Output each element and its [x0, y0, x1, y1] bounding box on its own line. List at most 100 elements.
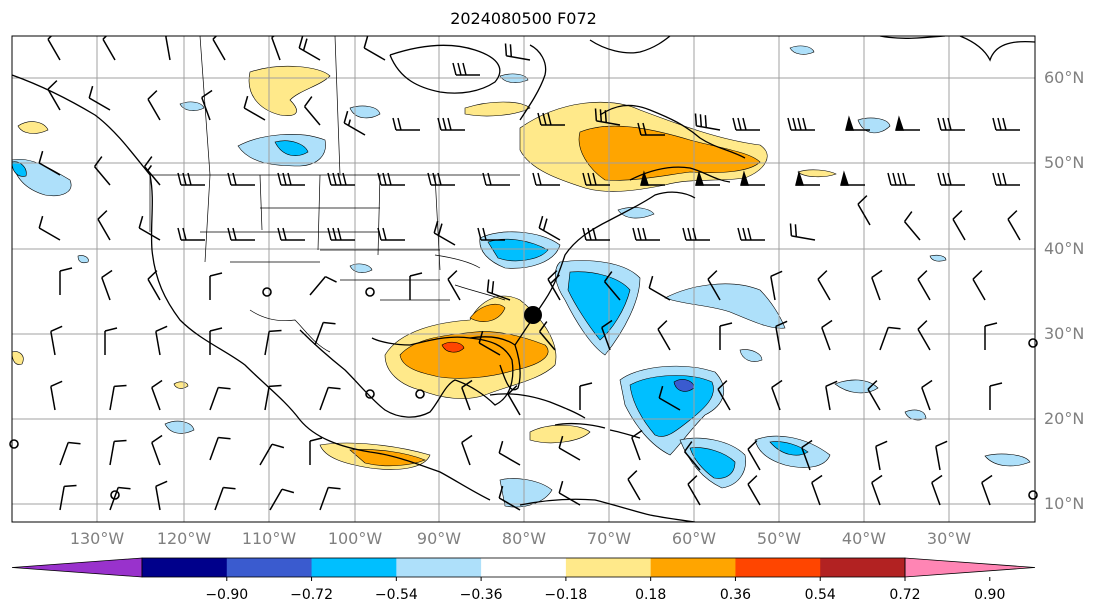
positive-anomaly-canada-core [578, 125, 761, 181]
negative-anomaly-small-g [904, 409, 927, 421]
wind-barb [887, 172, 915, 186]
wind-barb [845, 115, 870, 131]
wind-barb [903, 211, 921, 241]
negative-anomaly-small-i [739, 349, 763, 362]
wind-barb [209, 272, 223, 300]
wind-barb [637, 122, 665, 136]
wind-barb [931, 474, 943, 506]
wind-barb [811, 474, 823, 506]
wind-barb [537, 112, 565, 126]
map-title: 2024080500 F072 [450, 9, 597, 28]
wind-barb [817, 270, 831, 301]
wind-barb [377, 227, 405, 241]
wind-barb [648, 275, 671, 301]
wind-barb [409, 272, 423, 300]
colorbar [11, 557, 1036, 581]
wind-barb [277, 227, 305, 241]
negative-anomaly-greatlakes-core [487, 238, 549, 262]
wind-barb [433, 220, 456, 246]
colorbar-segment [650, 558, 736, 577]
colorbar-tick-label: −0.18 [544, 587, 588, 603]
wind-barb [694, 113, 721, 131]
wind-barb [437, 117, 465, 131]
wind-barb [707, 270, 721, 301]
wind-barb [770, 270, 783, 301]
wind-barb [935, 440, 948, 471]
wind-barbs [38, 36, 1021, 511]
wind-barb [952, 210, 966, 241]
map-frame [11, 35, 1036, 523]
wind-barb [227, 227, 255, 241]
wind-barb [427, 172, 455, 186]
wind-barb [147, 90, 161, 121]
wind-barb [717, 380, 731, 411]
colorbar-segment [311, 558, 397, 577]
wind-barb [594, 108, 621, 126]
wind-barb [214, 486, 236, 511]
positive-anomaly-carolina [469, 303, 506, 322]
wind-barb [109, 384, 127, 411]
wind-barb [447, 270, 461, 301]
wind-barb [558, 435, 581, 461]
wind-barb [363, 36, 386, 61]
wind-barb [640, 170, 665, 186]
wind-barb [498, 440, 521, 466]
positive-anomaly-mexico-pacific-core [349, 449, 426, 467]
wind-barb [327, 227, 355, 241]
wind-barb [138, 215, 161, 241]
wind-barb [209, 436, 231, 461]
wind-barb [155, 480, 168, 511]
wind-barb [319, 486, 341, 511]
storm-center-marker [524, 306, 542, 324]
colorbar-segment [820, 558, 906, 577]
wind-barb [47, 36, 61, 61]
colorbar-tick-label: −0.72 [290, 587, 333, 603]
wind-barb [147, 270, 161, 301]
negative-anomaly-small-l [929, 254, 947, 262]
wind-barb [719, 322, 733, 350]
wind-barb [392, 117, 420, 131]
colorbar-segment [142, 558, 228, 577]
wind-barb [151, 434, 163, 466]
wind-barb [303, 96, 321, 126]
lon-label-60w: 60°W [671, 529, 717, 548]
positive-anomaly-small-1 [173, 381, 189, 389]
wind-barb [478, 330, 501, 356]
wind-barb [269, 488, 295, 511]
negative-anomaly-small-e [164, 420, 195, 434]
wind-barb [1007, 210, 1021, 241]
wind-barb [532, 172, 560, 186]
negative-anomaly-small-b [349, 105, 381, 119]
lon-label-30w: 30°W [926, 529, 972, 548]
lat-label-30n: 30°N [1044, 324, 1085, 343]
wind-barb [857, 195, 871, 226]
wind-barb [309, 437, 323, 465]
wind-barb [314, 321, 336, 346]
wind-barb [917, 320, 931, 351]
colorbar-segment [396, 558, 482, 577]
graticule [12, 36, 1035, 522]
lat-label-10n: 10°N [1044, 494, 1085, 513]
wind-barb [627, 470, 641, 501]
wind-barb [319, 386, 341, 411]
wind-barb [582, 227, 610, 241]
lon-label-120w: 120°W [156, 529, 212, 548]
wind-barb [547, 270, 561, 301]
wind-barb [377, 172, 405, 186]
wind-barb [871, 269, 883, 301]
negative-anomaly-midatlantic [617, 207, 655, 219]
wind-barb [740, 170, 765, 186]
wind-barb [937, 117, 965, 131]
wind-barb [59, 267, 73, 295]
positive-anomaly-hudson [464, 101, 531, 117]
wind-barb [243, 95, 266, 121]
wind-barb [879, 326, 901, 351]
wind-barb [109, 486, 131, 511]
wind-barb [658, 385, 681, 411]
lon-label-110w: 110°W [241, 529, 297, 548]
calm-wind-markers [9, 287, 1038, 500]
wind-barb [38, 215, 61, 241]
positive-anomaly-west [248, 65, 331, 116]
colorbar-tick-label: 0.36 [719, 587, 752, 603]
